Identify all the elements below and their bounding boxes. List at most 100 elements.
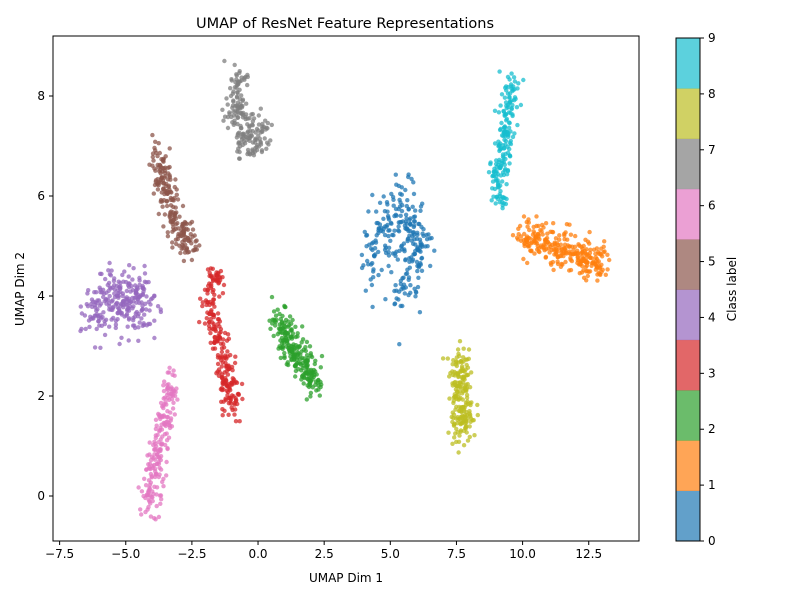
data-point bbox=[154, 492, 159, 497]
data-point bbox=[146, 279, 151, 285]
data-point bbox=[555, 259, 560, 264]
data-point bbox=[545, 231, 550, 236]
y-tick-label: 2 bbox=[37, 389, 45, 403]
data-point bbox=[398, 220, 403, 225]
data-point bbox=[458, 395, 463, 401]
data-point bbox=[140, 291, 146, 297]
data-point bbox=[446, 430, 451, 435]
colorbar-tick-label: 1 bbox=[708, 478, 716, 492]
data-point bbox=[158, 167, 163, 173]
data-point bbox=[165, 230, 170, 235]
data-point bbox=[131, 266, 136, 271]
data-point bbox=[300, 365, 305, 371]
data-point bbox=[492, 108, 498, 114]
data-point bbox=[225, 125, 231, 131]
data-point bbox=[512, 95, 518, 100]
data-point bbox=[369, 282, 375, 288]
data-point bbox=[507, 91, 513, 96]
data-point bbox=[400, 303, 405, 309]
data-point bbox=[147, 466, 152, 471]
data-point bbox=[140, 306, 145, 312]
data-point bbox=[282, 327, 287, 332]
data-point bbox=[398, 213, 403, 218]
data-point bbox=[104, 301, 109, 306]
data-point bbox=[502, 95, 508, 100]
data-point bbox=[510, 134, 516, 140]
colorbar-frame bbox=[675, 37, 701, 542]
data-point bbox=[164, 473, 169, 478]
data-point bbox=[238, 125, 244, 131]
colorbar-tick-label: 5 bbox=[708, 255, 716, 269]
data-point bbox=[605, 267, 610, 272]
data-point bbox=[170, 240, 175, 245]
data-point bbox=[410, 233, 415, 239]
data-point bbox=[511, 75, 517, 80]
data-point bbox=[205, 267, 211, 272]
data-point bbox=[381, 194, 386, 199]
data-point bbox=[208, 330, 213, 336]
data-point bbox=[87, 324, 92, 330]
data-point bbox=[92, 345, 98, 350]
data-point bbox=[402, 291, 407, 296]
data-point bbox=[200, 303, 205, 309]
data-point bbox=[290, 349, 295, 354]
data-point bbox=[451, 358, 456, 363]
data-point bbox=[418, 240, 423, 245]
data-point bbox=[317, 393, 322, 398]
data-point bbox=[153, 417, 159, 422]
data-point bbox=[107, 324, 112, 329]
data-point bbox=[235, 109, 240, 115]
data-point bbox=[506, 125, 512, 130]
data-point bbox=[118, 280, 123, 286]
data-point bbox=[507, 94, 512, 100]
data-point bbox=[158, 448, 163, 454]
data-point bbox=[408, 222, 413, 227]
data-point bbox=[386, 217, 392, 222]
data-point bbox=[285, 340, 290, 346]
data-point bbox=[171, 400, 176, 405]
data-point bbox=[250, 122, 255, 127]
data-point bbox=[130, 306, 135, 311]
data-point bbox=[493, 201, 498, 206]
data-point bbox=[311, 367, 317, 373]
data-point bbox=[368, 262, 374, 267]
data-point bbox=[465, 399, 470, 404]
data-point bbox=[166, 165, 171, 170]
data-point bbox=[158, 309, 164, 315]
data-point bbox=[212, 334, 217, 340]
data-point bbox=[514, 105, 520, 110]
data-point bbox=[406, 277, 411, 282]
x-tick-label: 10.0 bbox=[509, 547, 536, 561]
colorbar-tick-label: 0 bbox=[708, 534, 716, 548]
data-point bbox=[504, 118, 509, 123]
data-point bbox=[465, 416, 470, 421]
data-point bbox=[143, 483, 149, 488]
data-point bbox=[212, 346, 218, 351]
data-point bbox=[460, 375, 465, 381]
x-tick-label: 7.5 bbox=[447, 547, 466, 561]
data-point bbox=[282, 323, 287, 328]
data-point bbox=[227, 110, 232, 115]
data-point bbox=[419, 268, 425, 273]
data-point bbox=[93, 300, 98, 305]
data-point bbox=[180, 203, 186, 209]
data-point bbox=[593, 255, 598, 260]
data-point bbox=[159, 441, 165, 446]
data-point bbox=[121, 299, 127, 304]
data-point bbox=[211, 322, 216, 327]
data-point bbox=[307, 344, 313, 349]
data-point bbox=[107, 260, 112, 266]
data-point bbox=[123, 279, 129, 285]
data-point bbox=[467, 434, 472, 440]
data-point bbox=[117, 286, 123, 291]
data-point bbox=[189, 219, 195, 225]
data-point bbox=[393, 172, 398, 177]
data-point bbox=[471, 418, 476, 423]
data-point bbox=[542, 248, 547, 253]
colorbar-tick-label: 8 bbox=[708, 87, 716, 101]
data-point bbox=[226, 412, 231, 417]
data-point bbox=[459, 409, 464, 414]
data-point bbox=[411, 219, 417, 224]
data-point bbox=[385, 213, 391, 219]
data-point bbox=[171, 213, 176, 218]
